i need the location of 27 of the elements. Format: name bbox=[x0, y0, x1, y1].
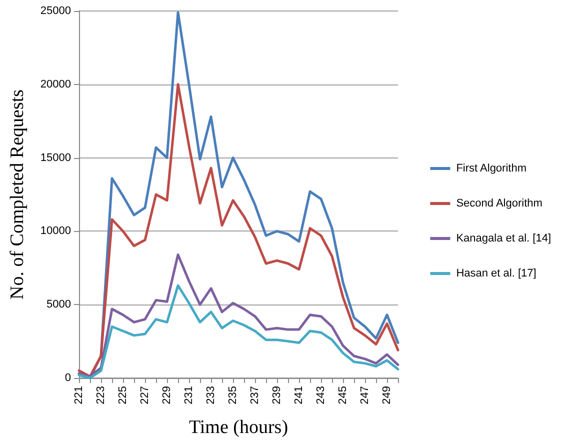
x-tick-label: 225 bbox=[117, 386, 129, 404]
x-tick-label: 227 bbox=[139, 386, 151, 404]
x-tick-label: 245 bbox=[337, 386, 349, 404]
x-tick-label: 241 bbox=[293, 386, 305, 404]
x-axis-title: Time (hours) bbox=[188, 417, 288, 438]
x-tick-label: 221 bbox=[73, 386, 85, 404]
legend-label: Second Algorithm bbox=[456, 198, 542, 210]
y-tick-label: 10000 bbox=[40, 225, 71, 238]
x-tick-label: 239 bbox=[271, 386, 283, 404]
legend-label: Hasan et al. [17] bbox=[456, 268, 536, 280]
x-tick-label: 231 bbox=[183, 386, 195, 404]
x-tick-label: 235 bbox=[227, 386, 239, 404]
x-tick-label: 247 bbox=[359, 386, 371, 404]
y-axis-title: No. of Completed Requests bbox=[7, 89, 28, 300]
legend-label: First Algorithm bbox=[456, 162, 526, 174]
x-tick-label: 233 bbox=[205, 386, 217, 404]
x-tick-label: 249 bbox=[381, 386, 393, 404]
y-tick-label: 5000 bbox=[46, 298, 71, 311]
x-tick-label: 229 bbox=[161, 386, 173, 404]
x-tick-label: 223 bbox=[95, 386, 107, 404]
x-tick-label: 237 bbox=[249, 386, 261, 404]
y-tick-label: 20000 bbox=[40, 78, 71, 90]
y-tick-label: 15000 bbox=[40, 152, 71, 164]
x-tick-label: 243 bbox=[315, 386, 327, 404]
y-tick-label: 25000 bbox=[40, 5, 71, 17]
legend-label: Kanagala et al. [14] bbox=[456, 232, 551, 244]
y-tick-label: 0 bbox=[64, 372, 71, 384]
